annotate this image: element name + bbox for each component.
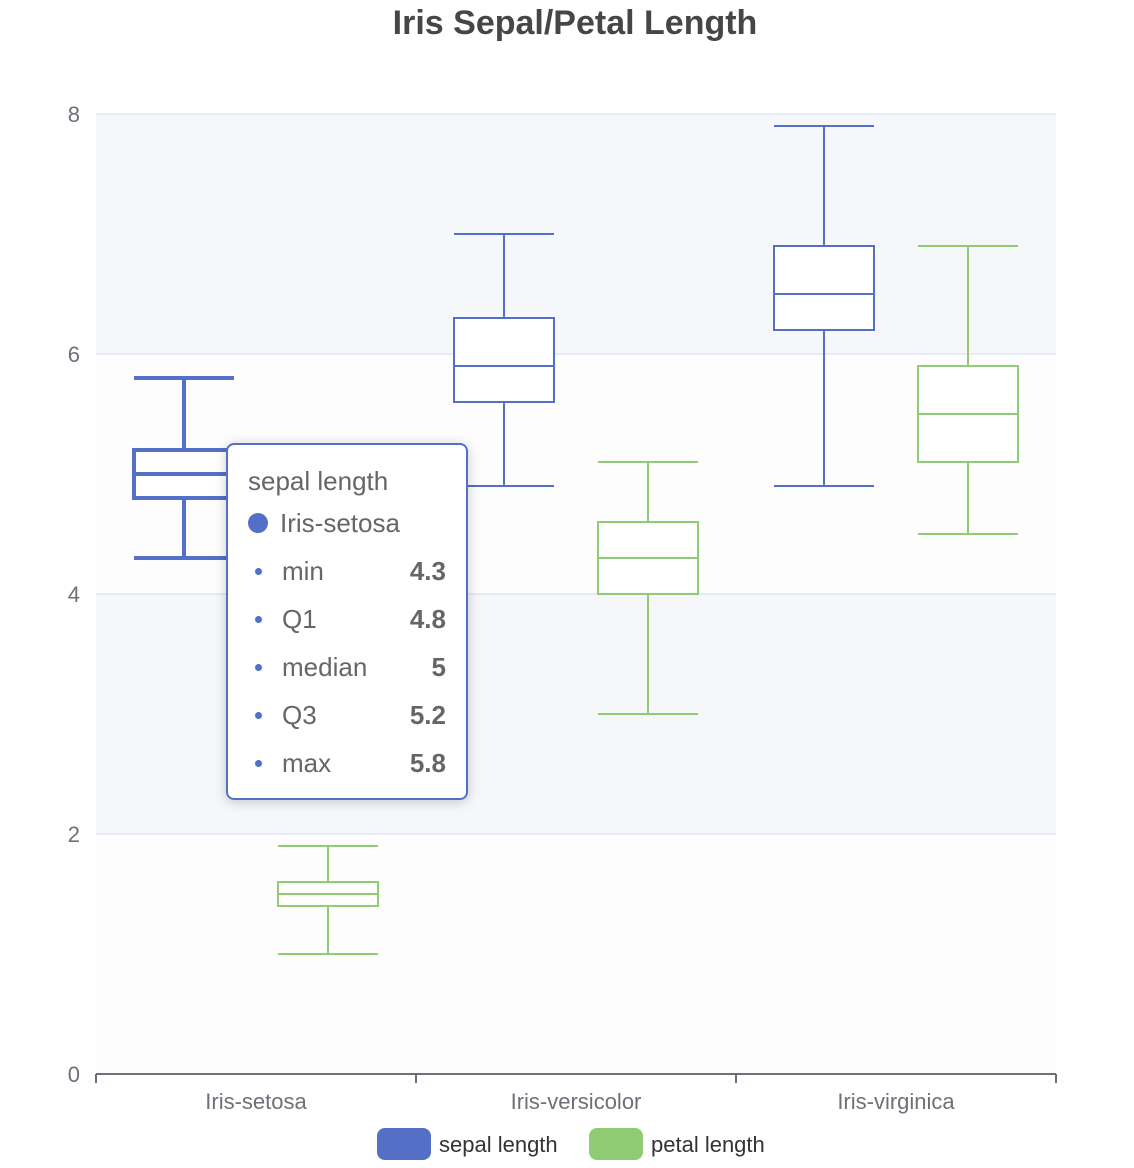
chart-title: Iris Sepal/Petal Length xyxy=(393,4,758,42)
tooltip-row-value: 5 xyxy=(431,651,446,682)
legend-item[interactable]: sepal length xyxy=(377,1128,558,1160)
tooltip-row: min 4.3 xyxy=(248,547,446,595)
legend-item[interactable]: petal length xyxy=(589,1128,765,1160)
legend-swatch-icon xyxy=(377,1128,431,1160)
x-tick-label: Iris-setosa xyxy=(205,1089,307,1114)
background-band xyxy=(96,114,1056,354)
tooltip-row-label: Q1 xyxy=(282,603,317,634)
legend-label: petal length xyxy=(651,1132,765,1157)
series-marker-icon xyxy=(248,513,268,533)
y-tick-label: 2 xyxy=(68,822,80,847)
tooltip-row-label: max xyxy=(282,747,332,778)
tooltip-row: Q1 4.8 xyxy=(248,595,446,643)
y-tick-label: 0 xyxy=(68,1062,80,1087)
box-series xyxy=(132,125,1019,955)
tooltip-row-label: min xyxy=(282,555,324,586)
tooltip-row: Q3 5.2 xyxy=(248,691,446,739)
box-plot xyxy=(453,233,555,487)
tooltip-series-name: sepal length xyxy=(248,466,389,496)
tooltip-row-value: 4.8 xyxy=(409,603,446,634)
tooltip-row: median 5 xyxy=(248,643,446,691)
x-tick-label: Iris-virginica xyxy=(837,1089,955,1114)
box-plot xyxy=(917,245,1019,535)
tooltip: sepal length Iris-setosa min 4.3 Q1 4.8 … xyxy=(226,443,468,800)
legend-label: sepal length xyxy=(439,1132,558,1157)
bullet-icon xyxy=(255,567,262,575)
box-plot xyxy=(132,376,236,560)
box-plot xyxy=(277,845,379,955)
tooltip-row-label: median xyxy=(282,651,368,682)
iqr-box xyxy=(453,317,555,403)
tooltip-row-value: 5.8 xyxy=(409,747,446,778)
bullet-icon xyxy=(255,759,262,767)
legend-swatch-icon xyxy=(589,1128,643,1160)
background-band xyxy=(96,834,1056,1074)
tooltip-row-value: 4.3 xyxy=(409,555,446,586)
y-tick-label: 6 xyxy=(68,342,80,367)
iqr-box xyxy=(773,245,875,331)
legend[interactable]: sepal length petal length xyxy=(377,1128,765,1160)
tooltip-category-label: Iris-setosa xyxy=(280,507,400,538)
tooltip-row: max 5.8 xyxy=(248,739,446,787)
bullet-icon xyxy=(255,615,262,623)
tooltip-category: Iris-setosa xyxy=(248,499,446,547)
bullet-icon xyxy=(255,663,262,671)
tooltip-row-label: Q3 xyxy=(282,699,317,730)
x-tick-label: Iris-versicolor xyxy=(511,1089,642,1114)
y-tick-label: 8 xyxy=(68,102,80,127)
background-bands xyxy=(96,114,1056,1074)
y-tick-label: 4 xyxy=(68,582,80,607)
box-plot xyxy=(773,125,875,487)
box-plot xyxy=(597,461,699,715)
y-axis: 0 2 4 6 8 xyxy=(68,102,80,1087)
tooltip-row-value: 5.2 xyxy=(409,699,446,730)
x-axis: Iris-setosa Iris-versicolor Iris-virginica xyxy=(95,1073,1057,1114)
bullet-icon xyxy=(255,711,262,719)
